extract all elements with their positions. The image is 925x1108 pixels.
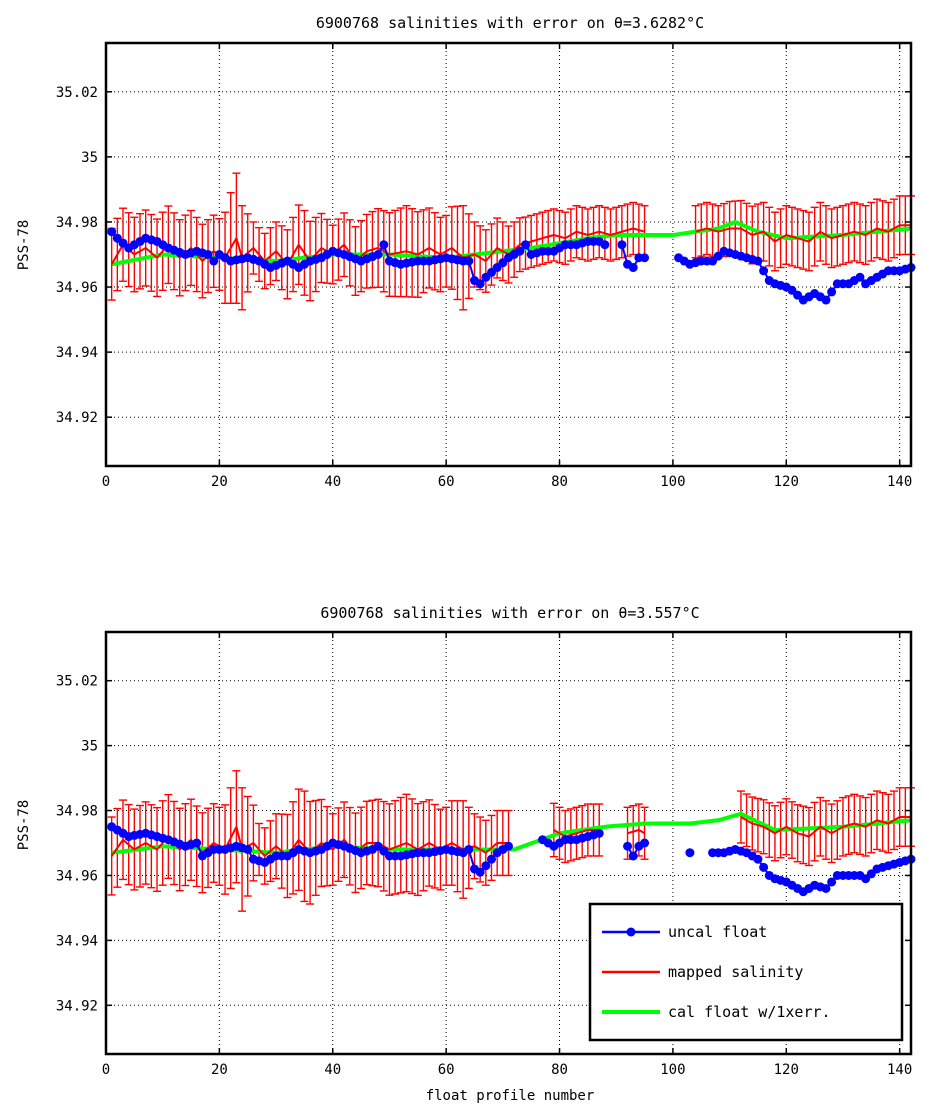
uncal-float-point <box>821 295 831 305</box>
y-tick-label: 34.92 <box>56 410 98 426</box>
mapped-salinity-line <box>740 816 911 838</box>
uncal-float-point <box>209 256 219 266</box>
y-tick-label: 34.94 <box>56 345 98 361</box>
x-tick-label: 60 <box>438 1062 455 1078</box>
legend-label: uncal float <box>668 923 767 941</box>
x-tick-label: 100 <box>660 474 685 490</box>
uncal-float-point <box>640 838 650 848</box>
mapped-salinity-line <box>695 224 911 243</box>
uncal-float-point <box>753 854 763 864</box>
uncal-float-points <box>107 822 916 897</box>
x-tick-label: 80 <box>551 474 568 490</box>
y-tick-label: 35 <box>81 739 98 755</box>
axes-box <box>104 630 913 1056</box>
y-tick-label: 34.94 <box>56 933 98 949</box>
y-tick-label: 35 <box>81 150 98 166</box>
uncal-float-point <box>486 854 496 864</box>
legend-label: cal float w/1xerr. <box>668 1003 831 1021</box>
x-tick-label: 140 <box>887 474 912 490</box>
mapped-salinity-line <box>553 829 600 838</box>
uncal-float-point <box>515 246 525 256</box>
legend: uncal float mapped salinity cal float w/1x… <box>588 902 904 1042</box>
uncal-float-point <box>753 256 763 266</box>
uncal-float-point <box>504 841 513 851</box>
y-tick-label: 34.96 <box>56 280 98 296</box>
axes-box <box>104 41 913 468</box>
mapped-salinity-line <box>627 829 646 835</box>
uncal-float-point <box>464 256 474 266</box>
x-tick-label: 20 <box>211 474 228 490</box>
x-tick-label: 40 <box>324 474 341 490</box>
uncal-float-point <box>475 867 485 877</box>
x-tick-label: 0 <box>102 474 110 490</box>
legend-label: mapped salinity <box>668 963 803 981</box>
y-tick-label: 34.92 <box>56 998 98 1014</box>
uncal-float-point <box>855 272 865 282</box>
uncal-float-point <box>617 240 627 250</box>
x-tick-label: 120 <box>774 1062 799 1078</box>
chart-title: 6900768 salinities with error on θ=3.557… <box>320 604 699 622</box>
uncal-float-point <box>107 227 117 237</box>
uncal-float-point <box>464 844 474 854</box>
legend-marker <box>626 927 636 937</box>
uncal-float-point <box>600 240 610 250</box>
uncal-float-point <box>594 828 604 838</box>
y-tick-label: 34.98 <box>56 215 98 231</box>
uncal-float-point <box>623 841 633 851</box>
uncal-float-point <box>379 240 389 250</box>
uncal-float-point <box>821 883 831 893</box>
uncal-float-point <box>192 838 202 848</box>
mapped-salinity-line <box>110 227 645 266</box>
uncal-float-point <box>685 848 695 858</box>
uncal-float-point <box>203 250 213 259</box>
y-tick-label: 35.02 <box>56 674 98 690</box>
x-tick-label: 0 <box>102 1062 110 1078</box>
bottom-salinity-chart: 6900768 salinities with error on θ=3.557… <box>16 604 916 1104</box>
x-tick-label: 100 <box>660 1062 685 1078</box>
uncal-float-point <box>827 287 837 297</box>
x-axis-label: float profile number <box>426 1088 595 1104</box>
uncal-float-point <box>640 253 650 263</box>
y-axis-label: PSS-78 <box>16 220 32 271</box>
top-salinity-chart: 6900768 salinities with error on θ=3.628… <box>16 14 916 490</box>
uncal-float-point <box>475 279 485 289</box>
y-tick-label: 34.98 <box>56 804 98 820</box>
uncal-float-point <box>243 844 253 854</box>
chart-title: 6900768 salinities with error on θ=3.628… <box>316 14 704 32</box>
x-tick-label: 80 <box>551 1062 568 1078</box>
uncal-float-point <box>827 877 837 887</box>
y-tick-label: 35.02 <box>56 85 98 101</box>
uncal-float-point <box>481 861 491 871</box>
uncal-float-point <box>628 851 638 861</box>
uncal-float-point <box>373 250 383 259</box>
uncal-float-point <box>521 240 531 250</box>
uncal-float-point <box>759 862 769 872</box>
uncal-float-points <box>107 227 916 305</box>
x-tick-label: 20 <box>211 1062 228 1078</box>
x-tick-label: 40 <box>324 1062 341 1078</box>
x-tick-label: 140 <box>887 1062 912 1078</box>
uncal-float-point <box>628 263 638 273</box>
x-tick-label: 120 <box>774 474 799 490</box>
y-axis-label: PSS-78 <box>16 800 32 851</box>
x-tick-label: 60 <box>438 474 455 490</box>
uncal-float-point <box>759 266 769 276</box>
y-tick-label: 34.96 <box>56 868 98 884</box>
